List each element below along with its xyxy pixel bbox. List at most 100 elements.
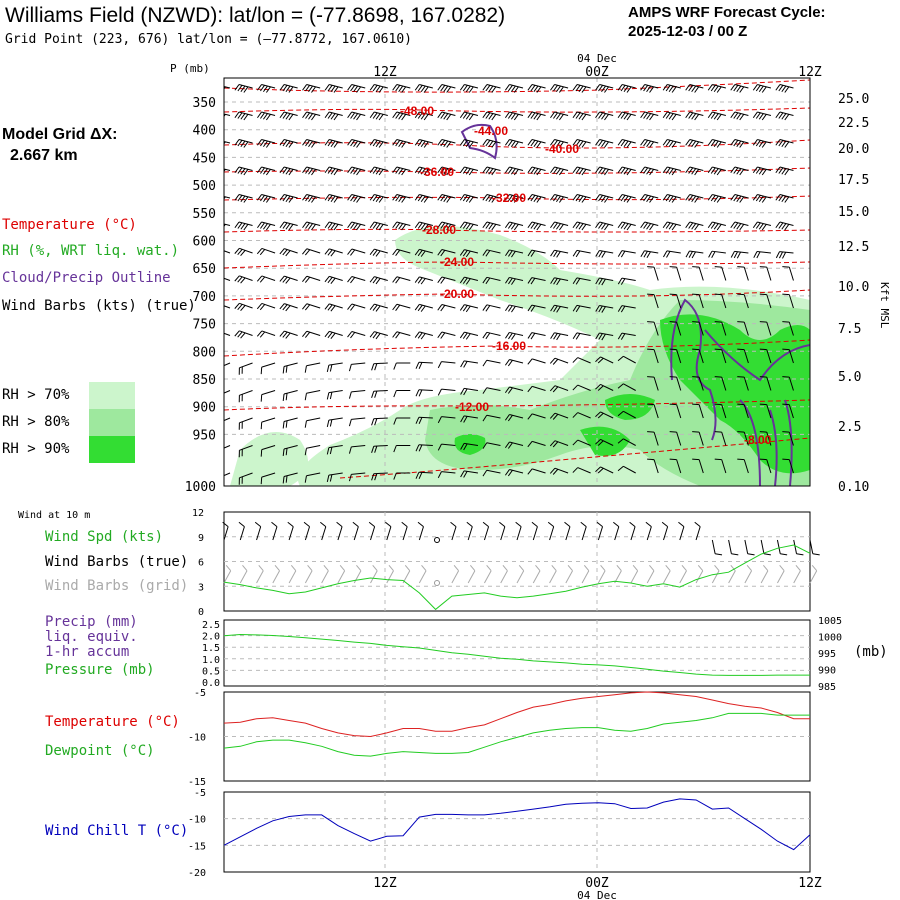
barb-feather — [302, 166, 307, 174]
barb-feather — [643, 222, 649, 229]
barb-shaft — [779, 194, 794, 199]
wind-barb — [234, 221, 253, 231]
barb-feather — [739, 196, 745, 203]
pressure-tick-label: 350 — [193, 96, 216, 111]
barb-feather — [234, 194, 240, 201]
barb-feather — [778, 251, 784, 259]
barb-feather — [620, 85, 626, 92]
barb-feather — [755, 85, 761, 92]
barb-feather — [333, 169, 339, 176]
barb-feather — [327, 167, 333, 174]
wind-barb — [572, 221, 591, 231]
barb-shaft — [653, 321, 659, 336]
wind-barb — [369, 331, 388, 340]
barb-feather — [393, 390, 397, 398]
barb-feather — [440, 167, 446, 174]
barb-shaft — [256, 526, 262, 541]
barb-shaft — [757, 221, 772, 226]
barb-shaft — [712, 84, 726, 89]
barb-feather — [527, 84, 533, 91]
wind-barb — [257, 194, 276, 203]
barb-feather — [646, 113, 652, 120]
wind-barb — [595, 166, 614, 176]
barb-shaft — [239, 445, 253, 451]
barb-shaft — [788, 321, 794, 336]
barb-feather — [372, 304, 378, 311]
barb-shaft — [766, 404, 772, 419]
wind-barb — [369, 221, 388, 231]
barb-feather — [215, 223, 219, 229]
barb-feather — [311, 114, 316, 121]
barb-feather — [549, 412, 556, 419]
barb-feather — [446, 169, 452, 176]
barb-feather — [260, 222, 265, 229]
wind-barb-10m — [776, 539, 788, 556]
barb-shaft — [418, 471, 433, 474]
wind-barb-10m-grid — [256, 565, 264, 584]
barb-feather — [330, 85, 336, 93]
barb-feather — [415, 444, 420, 452]
barb-feather — [423, 141, 429, 148]
barb-shaft — [351, 445, 366, 448]
wind-barb — [282, 362, 298, 374]
barb-feather — [601, 85, 606, 93]
barb-feather — [572, 305, 578, 312]
contour-label: -44.00 — [474, 124, 508, 138]
barb-feather — [758, 85, 764, 93]
barb-feather — [811, 565, 818, 572]
barb-shaft — [283, 166, 298, 171]
barb-feather — [527, 386, 533, 393]
barb-feather — [491, 196, 497, 203]
barb-feather — [775, 221, 781, 229]
barb-feather — [581, 169, 587, 176]
barb-shaft — [549, 526, 555, 541]
barb-shaft — [351, 166, 366, 171]
barb-shaft — [577, 357, 591, 364]
cloud-outline-main — [670, 298, 717, 441]
barb-feather — [302, 303, 308, 310]
wind-barb — [595, 111, 614, 121]
barb-feather — [646, 195, 652, 203]
barb-feather — [707, 111, 713, 119]
barb-feather — [707, 166, 713, 174]
barb-feather — [240, 305, 246, 312]
barb-feather — [601, 333, 606, 341]
wind-barb — [260, 472, 276, 485]
barb-feather — [736, 85, 742, 93]
wind-barb — [437, 276, 456, 284]
wind-barb — [256, 275, 276, 283]
barb-feather — [375, 85, 381, 93]
barb-feather — [285, 305, 291, 312]
barb-shaft — [441, 416, 456, 419]
wind-barb — [504, 359, 524, 367]
wind-barb — [595, 139, 614, 148]
barb-feather — [468, 224, 474, 231]
barb-feather — [257, 221, 262, 229]
barb-feather — [482, 469, 488, 477]
barb-feather — [736, 140, 742, 148]
wind-barb — [714, 321, 727, 336]
wind-barb — [324, 330, 343, 339]
tick-label-wind: 3 — [198, 582, 204, 593]
barb-feather — [240, 223, 246, 230]
barb-feather — [279, 111, 285, 119]
barb-feather — [401, 224, 407, 231]
barb-feather — [505, 332, 510, 339]
barb-feather — [572, 166, 578, 174]
barb-feather — [423, 224, 429, 231]
barb-shaft — [419, 111, 433, 116]
barb-feather — [713, 113, 719, 120]
wind-barb — [224, 417, 231, 422]
barb-shaft — [306, 445, 321, 449]
barb-feather — [595, 277, 600, 285]
barb-feather — [459, 166, 465, 174]
barb-feather — [282, 421, 285, 429]
barb-feather — [575, 278, 581, 285]
barb-shaft — [370, 570, 378, 584]
barb-feather — [285, 277, 291, 284]
wind-barb — [595, 250, 614, 258]
barb-shaft — [554, 277, 569, 281]
barb-feather — [353, 140, 359, 148]
barb-feather — [324, 194, 330, 201]
wind-barb — [647, 266, 659, 281]
